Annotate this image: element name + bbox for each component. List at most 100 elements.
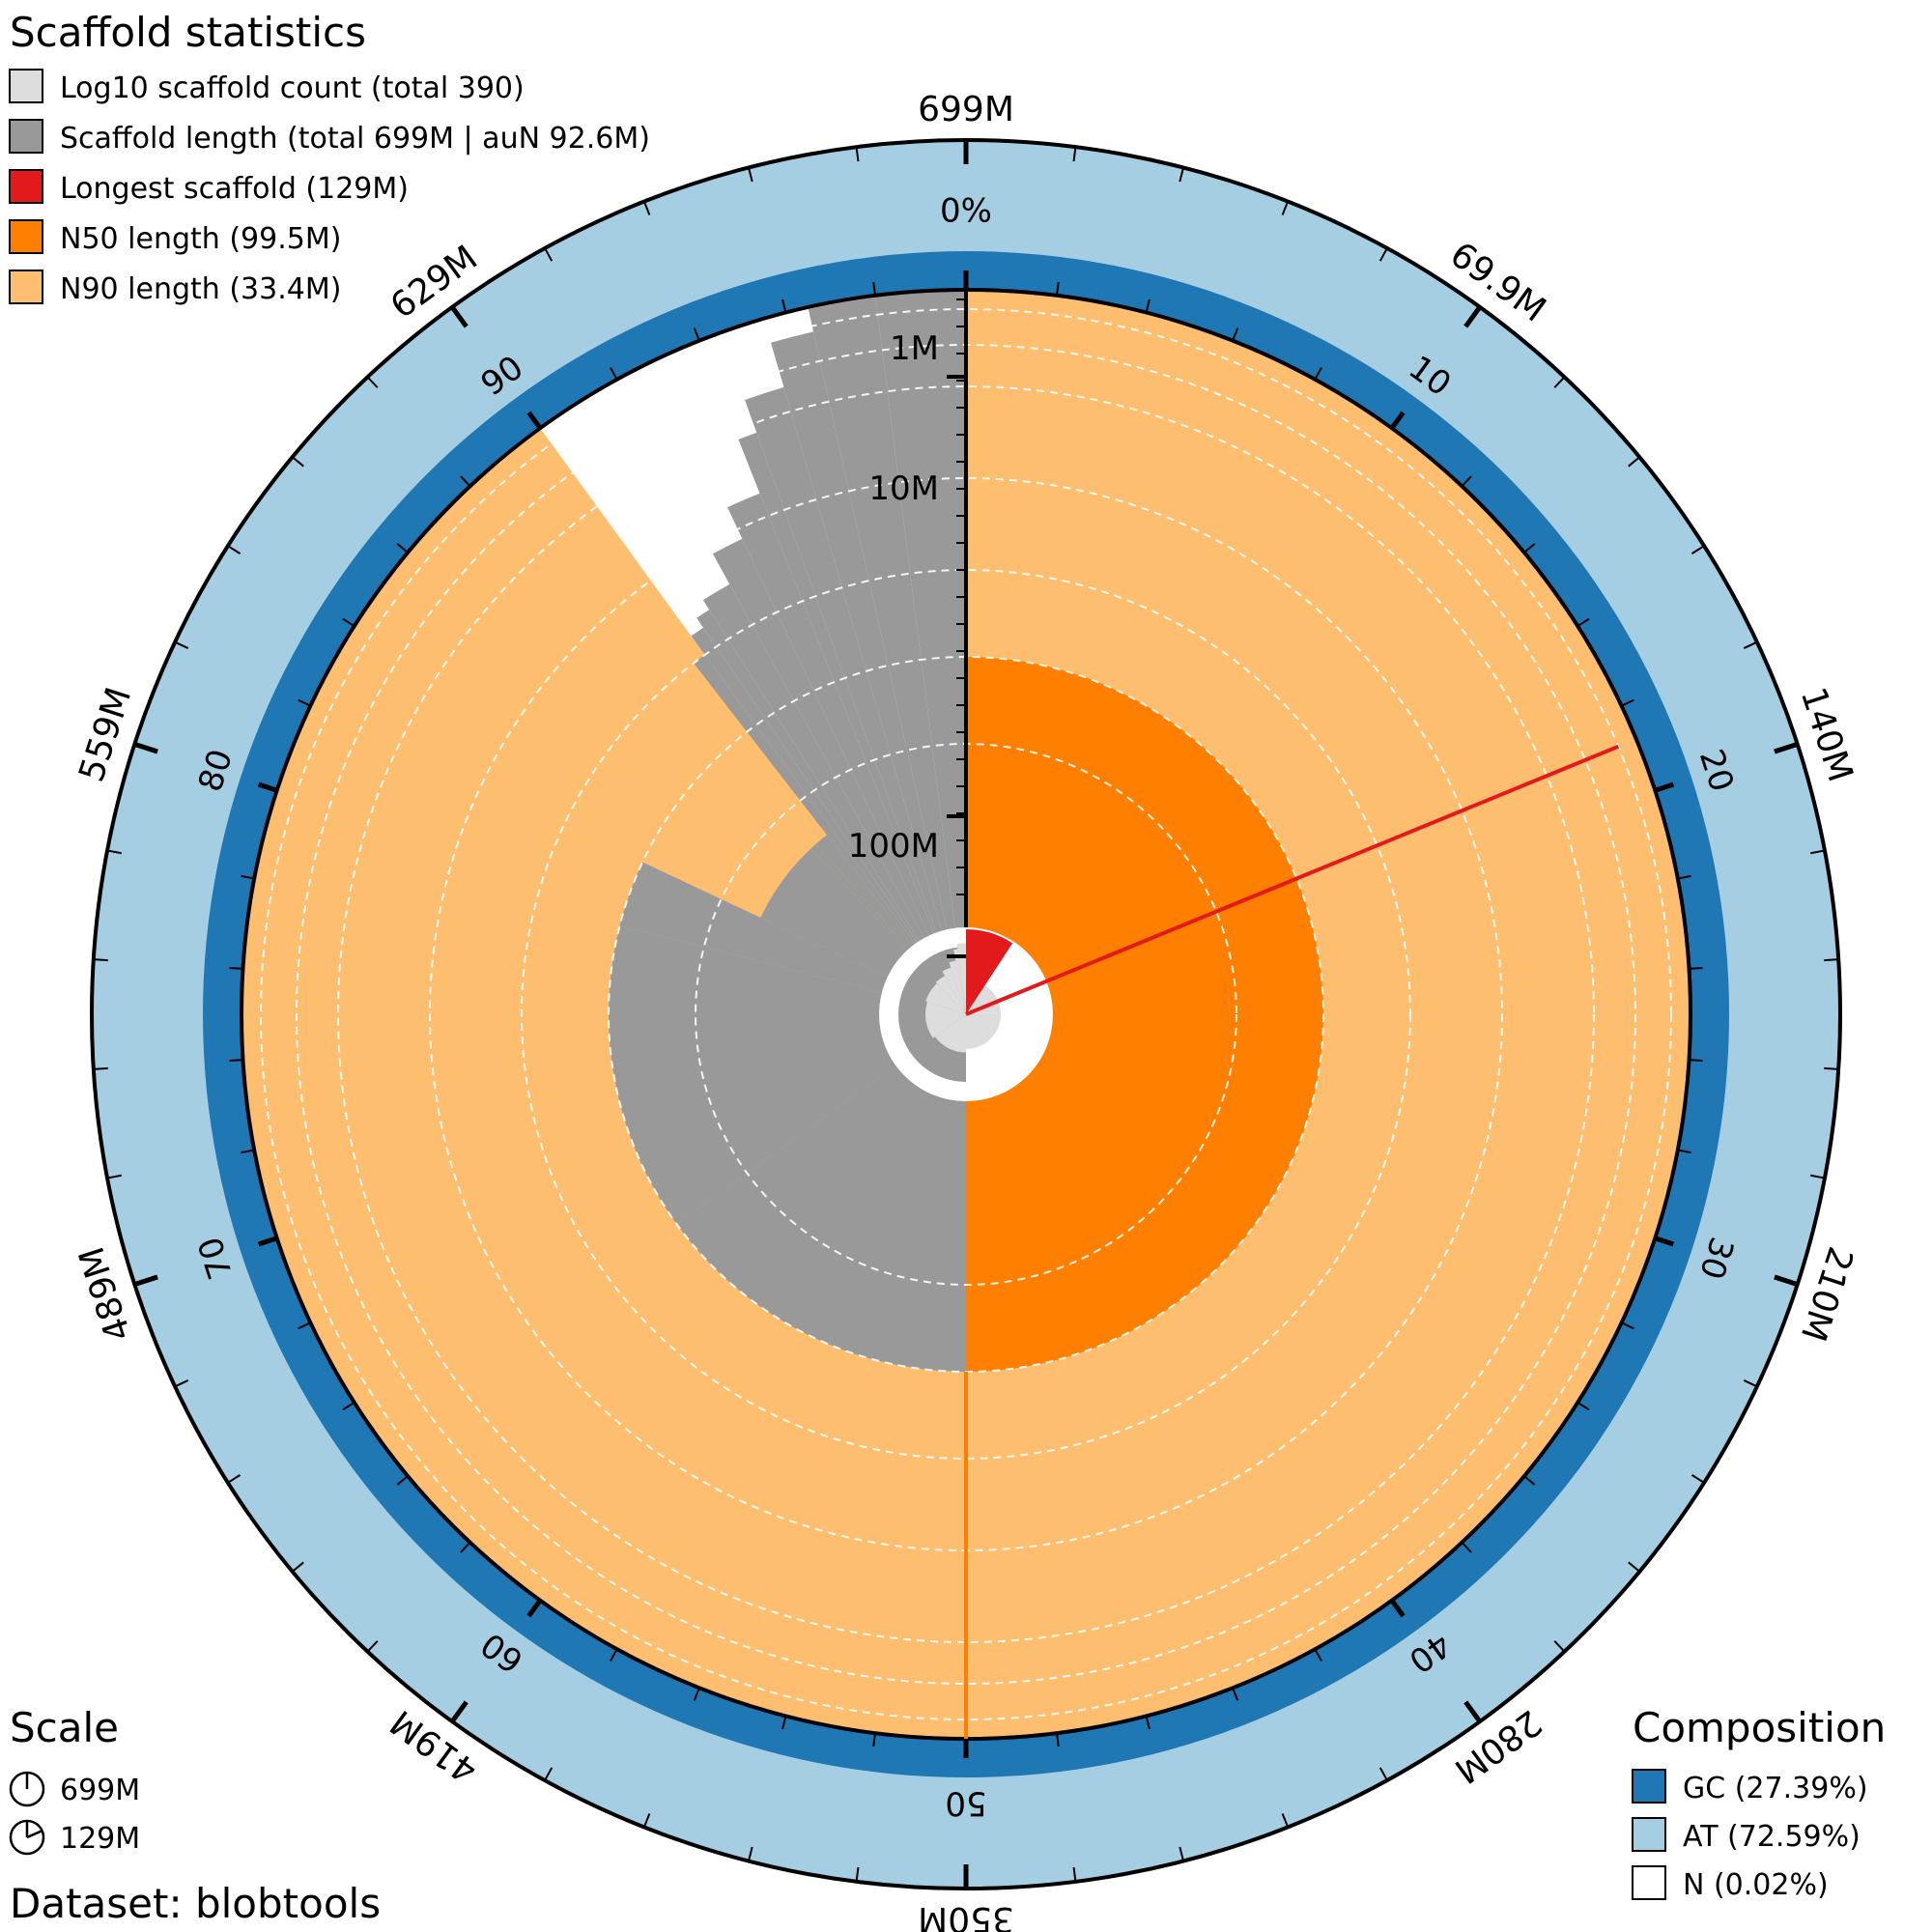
outer-tick — [1179, 167, 1185, 183]
legend-swatch — [9, 169, 43, 204]
outer-tick — [1690, 1474, 1705, 1484]
outer-tick — [1690, 545, 1705, 554]
outer-tick — [1810, 1174, 1826, 1179]
percent-minor-tick — [1056, 1732, 1060, 1747]
outer-tick — [1463, 305, 1482, 328]
percent-minor-tick — [229, 967, 243, 970]
outer-tick — [1774, 1274, 1799, 1288]
percent-tick — [257, 1236, 278, 1247]
outer-tick — [133, 741, 158, 754]
outer-tick-label: 699M — [918, 90, 1014, 129]
percent-minor-tick — [872, 281, 876, 297]
scaffold-length-segment — [702, 583, 966, 1014]
scale-title: Scale — [10, 1704, 119, 1751]
legend-label: N90 length (33.4M) — [60, 272, 341, 306]
legend-label: N50 length (99.5M) — [60, 222, 341, 256]
scale-icon-line — [26, 1830, 43, 1839]
scaffold-count-segment — [953, 949, 966, 1014]
outer-tick — [642, 1813, 651, 1828]
outer-tick — [1628, 1561, 1640, 1573]
legend-swatch — [9, 219, 43, 254]
outer-tick-label: 350M — [918, 1899, 1014, 1932]
gridline — [521, 569, 1411, 1460]
percent-minor-tick — [693, 327, 700, 342]
outer-tick — [366, 1640, 379, 1653]
percent-minor-tick — [1461, 475, 1472, 487]
legend-swatch — [9, 119, 43, 154]
scaffold-count-segment — [924, 1002, 966, 1038]
composition-legend: GC (27.39%) AT (72.59%) N (0.02%) — [1632, 1769, 1868, 1902]
percent-minor-tick — [1461, 1542, 1472, 1553]
outer-tick — [133, 1274, 158, 1288]
percent-minor-tick — [1232, 327, 1239, 342]
chart-title: Scaffold statistics — [10, 9, 366, 56]
percent-minor-tick — [1621, 698, 1634, 707]
percent-tick — [257, 781, 278, 793]
percent-minor-tick — [1621, 1321, 1634, 1330]
percent-minor-tick — [1145, 1716, 1151, 1730]
percent-minor-tick — [1232, 1687, 1239, 1701]
composition-swatch — [1632, 1769, 1666, 1804]
percent-tick — [526, 1599, 543, 1618]
outer-tick — [747, 1846, 753, 1861]
percent-minor-tick — [610, 367, 618, 381]
scaffold-length-segment — [609, 924, 966, 1014]
outer-tick — [1824, 958, 1839, 962]
outer-tick — [1281, 201, 1290, 215]
outer-tick — [93, 1066, 108, 1070]
scaffold-count-segment — [949, 960, 966, 1014]
scaffold-length-segment — [727, 493, 966, 1015]
percent-minor-tick — [298, 698, 311, 707]
percent-minor-tick — [342, 617, 355, 627]
percent-minor-tick — [1689, 1059, 1703, 1062]
percent-minor-tick — [241, 1149, 255, 1154]
outer-tick — [1072, 147, 1077, 162]
percent-minor-tick — [1577, 1402, 1590, 1411]
outer-tick — [174, 640, 189, 649]
composition-label: AT (72.59%) — [1683, 1820, 1861, 1854]
dataset-label: Dataset: blobtools — [10, 1880, 381, 1927]
outer-tick — [1553, 1640, 1566, 1653]
scaffold-length-segment — [745, 386, 966, 1015]
percent-minor-tick — [1677, 1149, 1691, 1154]
outer-tick — [1378, 247, 1388, 262]
radial-tick-label: 1M — [890, 329, 939, 368]
outer-tick — [292, 456, 304, 468]
scaffold-length-segment — [676, 1014, 966, 1372]
percent-minor-tick — [781, 298, 787, 313]
outer-tick — [1463, 1700, 1482, 1723]
percent-minor-tick — [1689, 967, 1703, 970]
percent-minor-tick — [1677, 874, 1691, 880]
outer-tick — [747, 167, 753, 183]
percent-minor-tick — [610, 1648, 618, 1662]
percent-minor-tick — [396, 543, 409, 554]
scaffold-length-segment — [738, 432, 966, 1014]
outer-tick — [1553, 376, 1566, 388]
axis-ticks — [93, 140, 1839, 1889]
percent-minor-tick — [872, 1732, 876, 1747]
scaffold-length-segment — [875, 290, 966, 1014]
radial-tick-label: 10M — [868, 469, 939, 508]
composition-title: Composition — [1633, 1704, 1886, 1751]
outer-tick — [1743, 640, 1758, 649]
outer-tick — [1281, 1813, 1290, 1828]
scaffold-length-segment — [696, 610, 966, 1014]
scaffold-length-segment — [808, 297, 966, 1014]
n50-area — [966, 657, 1323, 1372]
percent-minor-tick — [1523, 1475, 1536, 1486]
scaffold-length-segment — [609, 1014, 966, 1225]
percent-minor-tick — [693, 1687, 700, 1701]
scale-label: 129M — [60, 1822, 140, 1856]
outer-tick — [227, 545, 242, 554]
percent-minor-tick — [1523, 543, 1536, 554]
percent-minor-tick — [1314, 367, 1322, 381]
scaffold-count-segment — [942, 967, 966, 1014]
percent-minor-tick — [1577, 617, 1590, 627]
legend-swatch — [9, 69, 43, 103]
outer-tick — [106, 849, 122, 855]
composition-label: GC (27.39%) — [1683, 1772, 1868, 1805]
scaffold-length-segment — [771, 331, 966, 1014]
outer-tick — [450, 1700, 469, 1723]
scaffold-count-segment — [935, 976, 966, 1014]
outer-tick — [1810, 849, 1826, 855]
